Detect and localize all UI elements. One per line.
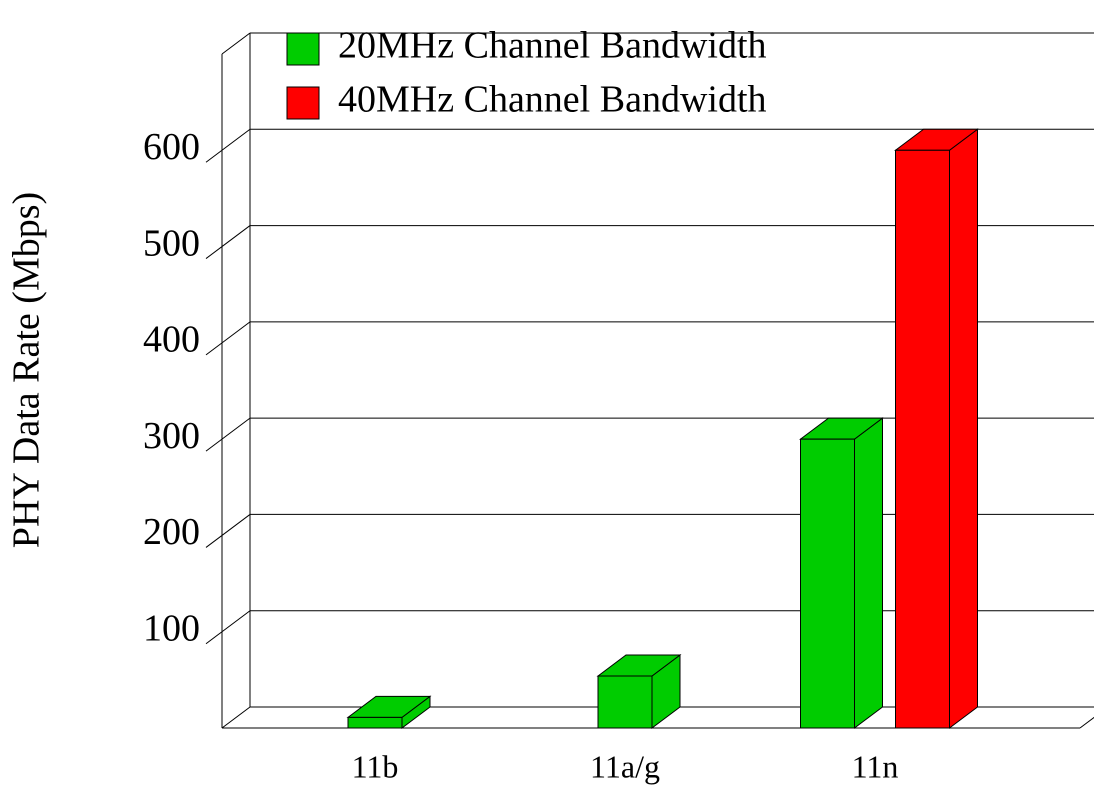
y-tick-label: 400	[143, 319, 200, 361]
y-tick	[205, 438, 223, 452]
grid-line	[221, 128, 251, 151]
y-tick-label: 300	[143, 415, 200, 457]
x-tick-label: 11b	[352, 748, 399, 784]
y-tick	[205, 535, 223, 548]
floor-right	[1079, 716, 1094, 729]
grid-line	[221, 610, 251, 633]
bar	[597, 675, 653, 729]
y-tick	[205, 149, 223, 163]
y-tick	[205, 342, 223, 356]
grid-line	[221, 225, 251, 247]
y-tick-label: 200	[143, 511, 200, 553]
top-edge	[221, 32, 251, 55]
y-tick-label: 600	[143, 126, 200, 168]
bar	[800, 438, 855, 729]
y-tick-label: 100	[143, 607, 200, 649]
legend-swatch	[286, 32, 320, 66]
y-axis-label: PHY Data Rate (Mbps)	[6, 192, 48, 548]
grid-line	[221, 514, 251, 536]
x-tick-label: 11n	[852, 748, 899, 784]
grid-line	[221, 417, 251, 440]
floor-left	[221, 706, 251, 729]
bar-side	[949, 128, 978, 729]
bar-side	[854, 417, 883, 729]
y-tick-label: 500	[143, 222, 200, 264]
legend-swatch	[286, 86, 320, 120]
legend-label: 20MHz Channel Bandwidth	[338, 25, 767, 67]
y-tick	[205, 246, 223, 259]
bar	[347, 716, 403, 729]
x-tick-label: 11a/g	[590, 748, 660, 784]
bar	[895, 149, 950, 729]
grid-line	[221, 321, 251, 344]
legend-label: 40MHz Channel Bandwidth	[338, 79, 767, 121]
y-tick	[205, 631, 223, 645]
